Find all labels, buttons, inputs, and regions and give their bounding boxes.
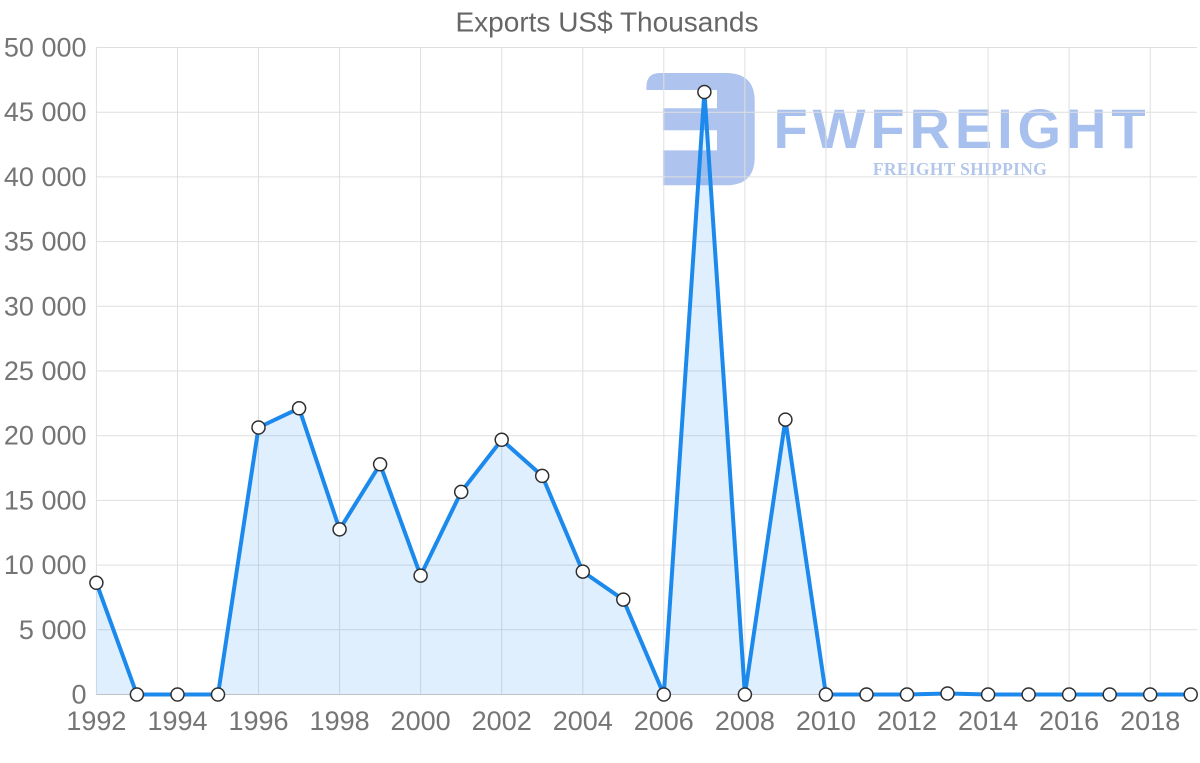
svg-text:1998: 1998 xyxy=(310,706,370,736)
svg-text:50 000: 50 000 xyxy=(4,33,87,63)
svg-text:20 000: 20 000 xyxy=(4,421,87,451)
svg-text:2004: 2004 xyxy=(553,706,613,736)
svg-text:5 000: 5 000 xyxy=(19,615,87,645)
svg-text:35 000: 35 000 xyxy=(4,227,87,257)
svg-text:2008: 2008 xyxy=(715,706,775,736)
svg-text:2010: 2010 xyxy=(796,706,856,736)
svg-text:2012: 2012 xyxy=(877,706,937,736)
svg-text:2018: 2018 xyxy=(1120,706,1180,736)
svg-text:10 000: 10 000 xyxy=(4,550,87,580)
svg-text:45 000: 45 000 xyxy=(4,97,87,127)
svg-text:40 000: 40 000 xyxy=(4,162,87,192)
svg-text:25 000: 25 000 xyxy=(4,356,87,386)
svg-text:0: 0 xyxy=(71,680,86,710)
svg-text:2002: 2002 xyxy=(472,706,532,736)
svg-text:1992: 1992 xyxy=(66,706,126,736)
svg-text:15 000: 15 000 xyxy=(4,485,87,515)
svg-text:2014: 2014 xyxy=(958,706,1018,736)
svg-text:FREIGHT SHIPPING: FREIGHT SHIPPING xyxy=(873,159,1047,179)
svg-text:Exports US$ Thousands: Exports US$ Thousands xyxy=(456,7,759,38)
svg-text:FWFREIGHT: FWFREIGHT xyxy=(774,97,1151,160)
svg-text:30 000: 30 000 xyxy=(4,291,87,321)
svg-text:2000: 2000 xyxy=(391,706,451,736)
svg-text:2016: 2016 xyxy=(1039,706,1099,736)
svg-text:1994: 1994 xyxy=(147,706,207,736)
svg-text:2006: 2006 xyxy=(634,706,694,736)
svg-text:1996: 1996 xyxy=(228,706,288,736)
